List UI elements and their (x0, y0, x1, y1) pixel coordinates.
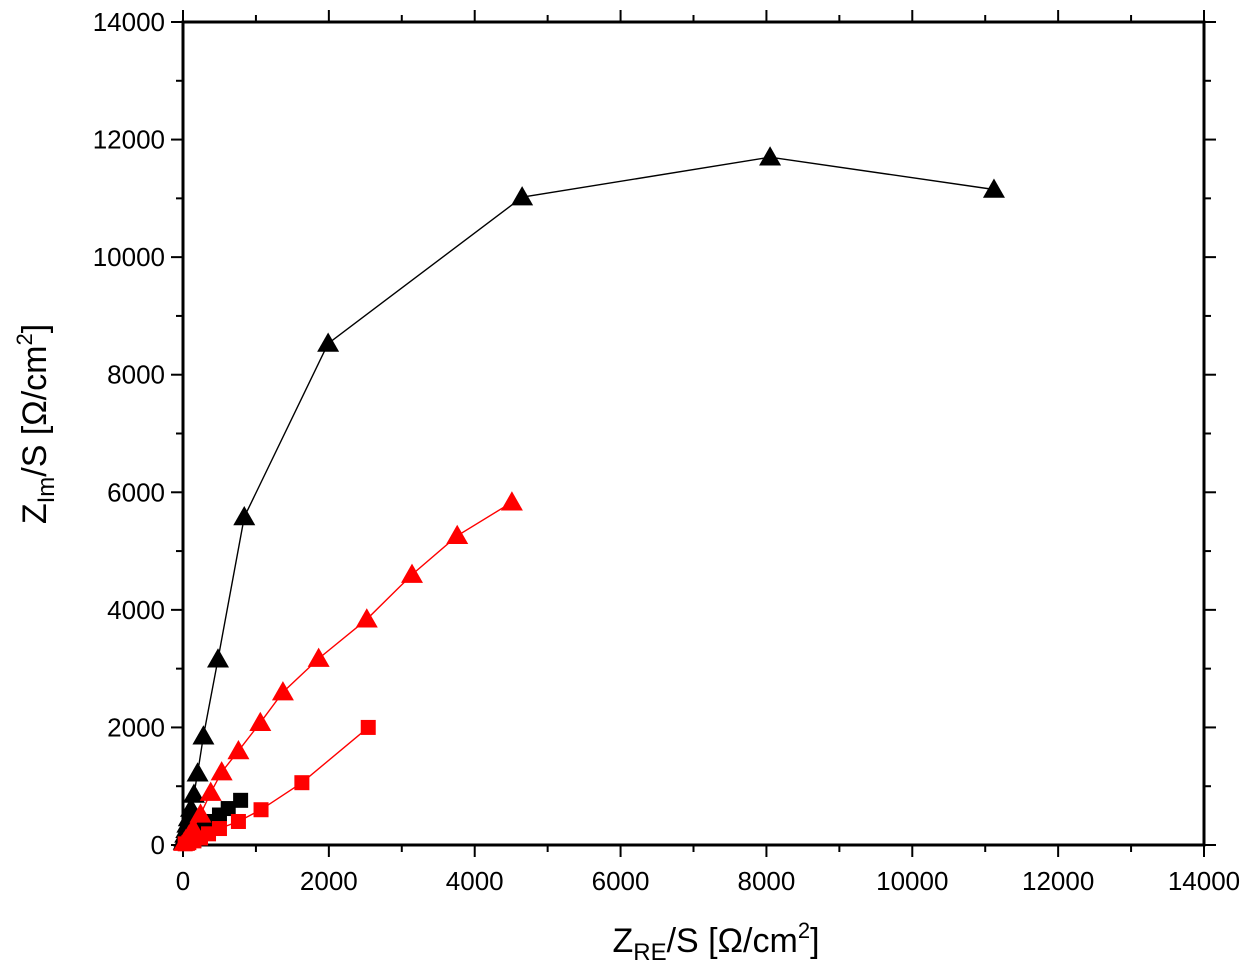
x-tick-label: 4000 (446, 866, 504, 896)
data-point-triangle (446, 524, 469, 545)
data-point-square (211, 821, 227, 837)
data-point-triangle (982, 178, 1005, 198)
plot-frame (181, 20, 1206, 847)
data-point-triangle (207, 648, 230, 668)
y-tick-label: 12000 (93, 125, 165, 155)
series-0 (172, 146, 1005, 850)
y-tick-label: 4000 (107, 595, 165, 625)
axis-ticks: 0 2000 4000 6000 8000 10000 12000 14000 0 2000 400… (93, 7, 1240, 896)
x-tick-label: 6000 (592, 866, 650, 896)
y-tick-label: 8000 (107, 360, 165, 390)
series-line (183, 501, 513, 843)
data-point-triangle (317, 332, 340, 352)
series-3 (177, 719, 376, 852)
x-tick-label: 2000 (300, 866, 358, 896)
data-point-square (360, 719, 376, 735)
x-tick-label: 10000 (876, 866, 948, 896)
data-point-triangle (192, 725, 215, 745)
x-tick-label: 12000 (1022, 866, 1094, 896)
data-point-triangle (189, 803, 212, 823)
series-2 (173, 491, 523, 851)
series-layer (172, 146, 1005, 852)
x-axis-label: ZRE/S [Ω/cm2] (612, 918, 819, 966)
series-line (183, 156, 995, 842)
data-point-triangle (182, 783, 205, 803)
data-point-triangle (210, 761, 233, 781)
data-point-triangle (227, 739, 250, 760)
data-point-square (233, 792, 249, 808)
y-tick-label: 0 (151, 830, 165, 860)
x-tick-label: 0 (176, 866, 190, 896)
y-tick-label: 14000 (93, 7, 165, 37)
y-tick-label: 2000 (107, 712, 165, 742)
data-point-square (253, 802, 269, 818)
x-tick-label: 8000 (738, 866, 796, 896)
y-tick-label: 10000 (93, 242, 165, 272)
data-point-triangle (186, 762, 209, 782)
data-point-square (230, 813, 246, 829)
y-axis-label: ZIm/S [Ω/cm2] (12, 324, 60, 524)
data-point-square (220, 801, 236, 817)
x-tick-label: 14000 (1168, 866, 1240, 896)
data-point-triangle (233, 505, 256, 526)
data-point-triangle (199, 781, 222, 801)
data-point-triangle (307, 647, 330, 667)
y-tick-label: 6000 (107, 477, 165, 507)
data-point-square (294, 775, 310, 791)
data-point-triangle (511, 186, 534, 206)
data-point-triangle (355, 608, 378, 628)
data-point-triangle (759, 146, 782, 166)
data-point-triangle (500, 491, 523, 511)
data-point-triangle (400, 563, 423, 583)
data-point-triangle (249, 711, 272, 731)
data-point-triangle (271, 681, 294, 701)
